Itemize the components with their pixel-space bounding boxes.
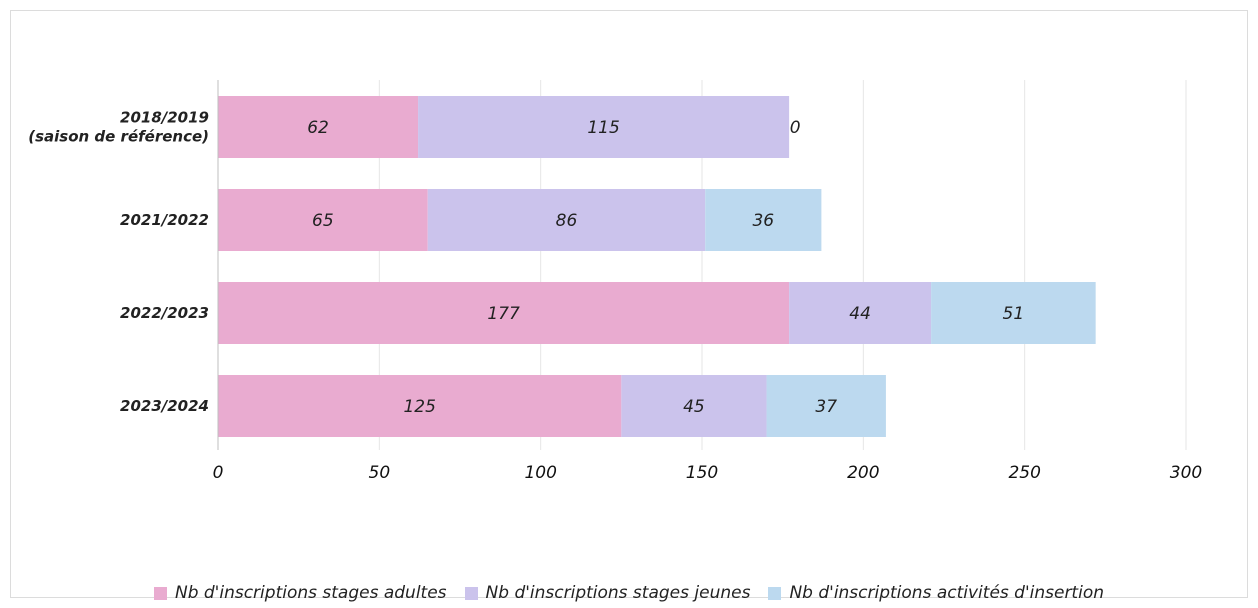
bars: [218, 96, 1096, 437]
category-label: 2021/2022: [120, 211, 209, 229]
x-tick-label: 300: [1170, 463, 1202, 483]
legend-swatch: [464, 586, 478, 600]
bar-segment: [931, 282, 1096, 344]
data-label: 177: [487, 304, 520, 324]
bar-segment: [218, 96, 419, 158]
data-label: 125: [403, 397, 435, 417]
data-label: 62: [307, 118, 329, 138]
x-tick-label: 250: [1008, 463, 1040, 483]
bar-segment: [427, 189, 706, 251]
bar-segment: [766, 375, 886, 437]
legend-item: Nb d'inscriptions activités d'insertion: [768, 583, 1104, 603]
bar-segment: [789, 282, 932, 344]
data-labels: 62 115 0 65 86 36 177 44 51 125 45 37: [307, 118, 1024, 417]
legend-swatch: [768, 586, 782, 600]
bar-segment: [218, 375, 622, 437]
category-label: 2022/2023: [120, 304, 209, 322]
data-label: 36: [752, 211, 774, 231]
legend-label: Nb d'inscriptions stages jeunes: [485, 583, 751, 603]
data-label: 51: [1003, 304, 1025, 324]
x-tick-label: 150: [686, 463, 718, 483]
legend-item: Nb d'inscriptions stages adultes: [153, 583, 447, 603]
x-tick-label: 200: [847, 463, 879, 483]
bar-segment: [218, 282, 790, 344]
legend-label: Nb d'inscriptions activités d'insertion: [789, 583, 1104, 603]
category-label: (saison de référence): [28, 128, 209, 146]
bar-segment: [218, 189, 428, 251]
legend-label: Nb d'inscriptions stages adultes: [174, 583, 447, 603]
x-tick-label: 50: [369, 463, 391, 483]
legend: Nb d'inscriptions stages adultes Nb d'ins…: [0, 582, 1258, 604]
category-label: 2023/2024: [120, 397, 209, 415]
axes: 0 50 100 150 200 250 300 2018/2019(saison de ré…: [28, 80, 1202, 483]
data-label: 37: [815, 397, 837, 417]
data-label: 44: [849, 304, 871, 324]
x-tick-label: 100: [524, 463, 556, 483]
bar-segment: [621, 375, 767, 437]
legend-swatch: [153, 586, 167, 600]
legend-item: Nb d'inscriptions stages jeunes: [464, 583, 751, 603]
x-tick-label: 0: [213, 463, 224, 483]
data-label: 86: [556, 211, 578, 231]
data-label: 115: [587, 118, 619, 138]
data-label: 45: [683, 397, 705, 417]
category-label: 2018/2019: [120, 109, 209, 127]
bar-segment: [418, 96, 790, 158]
bar-segment: [705, 189, 822, 251]
data-label: 0: [790, 118, 801, 138]
data-label: 65: [312, 211, 334, 231]
